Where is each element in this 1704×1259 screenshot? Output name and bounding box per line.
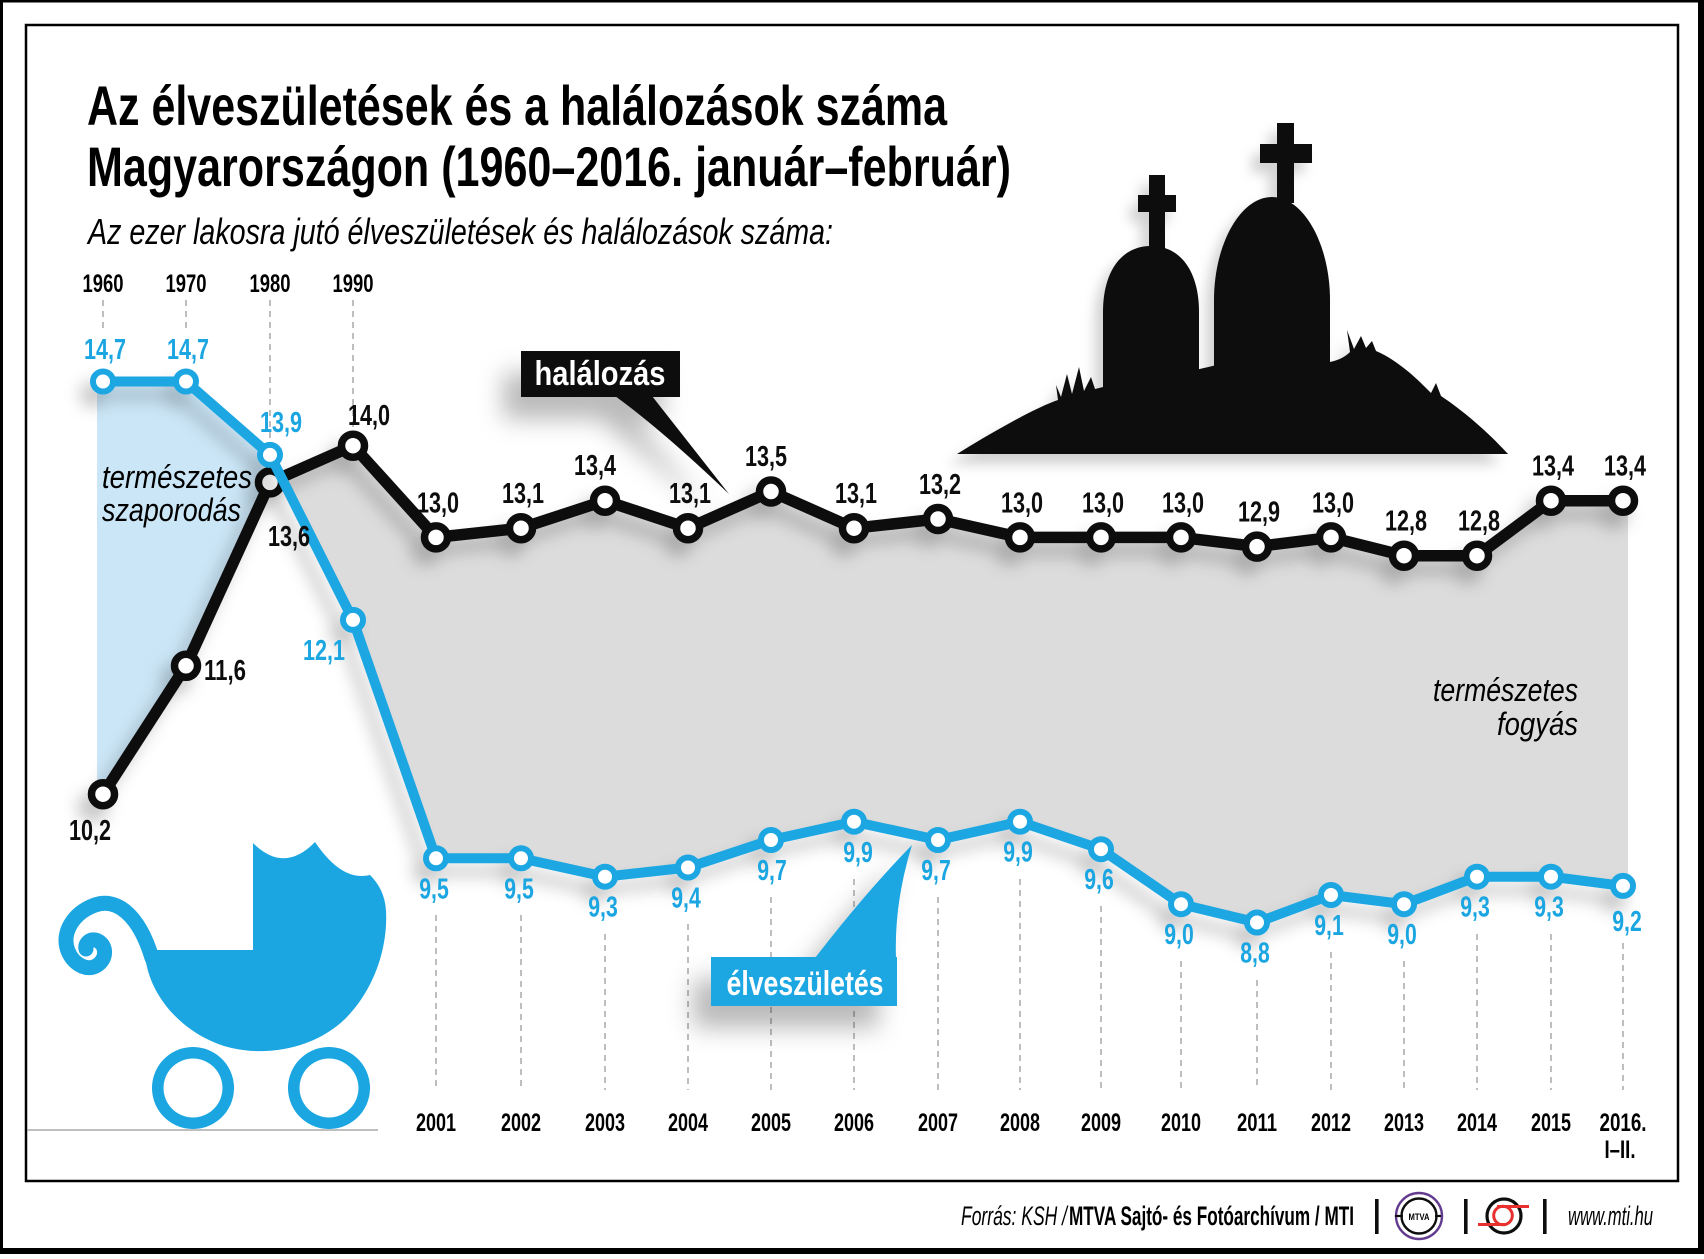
svg-text:13,1: 13,1 xyxy=(835,478,877,510)
svg-text:10,2: 10,2 xyxy=(69,815,111,847)
svg-text:2016.: 2016. xyxy=(1600,1109,1647,1137)
svg-text:9,0: 9,0 xyxy=(1164,919,1194,951)
svg-text:2015: 2015 xyxy=(1531,1109,1571,1137)
svg-text:2010: 2010 xyxy=(1161,1109,1201,1137)
svg-text:9,3: 9,3 xyxy=(1534,892,1564,924)
svg-text:9,2: 9,2 xyxy=(1612,906,1642,938)
svg-text:14,0: 14,0 xyxy=(348,400,390,432)
svg-text:2008: 2008 xyxy=(1000,1109,1040,1137)
svg-text:9,5: 9,5 xyxy=(504,873,534,905)
svg-text:2013: 2013 xyxy=(1384,1109,1424,1137)
svg-text:2012: 2012 xyxy=(1311,1109,1351,1137)
svg-text:természetes: természetes xyxy=(1433,672,1578,708)
svg-text:13,4: 13,4 xyxy=(574,450,616,482)
svg-text:13,0: 13,0 xyxy=(1082,487,1124,519)
svg-text:8,8: 8,8 xyxy=(1240,938,1270,970)
svg-text:13,0: 13,0 xyxy=(1312,487,1354,519)
svg-text:szaporodás: szaporodás xyxy=(102,492,241,528)
svg-text:2001: 2001 xyxy=(416,1109,456,1137)
svg-text:9,7: 9,7 xyxy=(757,855,787,887)
svg-text:I–II.: I–II. xyxy=(1605,1136,1636,1164)
svg-text:MTVA Sajtó- és Fotóarchívum /: MTVA Sajtó- és Fotóarchívum / MTI xyxy=(1069,1201,1354,1231)
svg-text:12,1: 12,1 xyxy=(303,635,345,667)
svg-text:www.mti.hu: www.mti.hu xyxy=(1568,1201,1653,1231)
svg-text:13,0: 13,0 xyxy=(1162,487,1204,519)
svg-text:13,1: 13,1 xyxy=(502,478,544,510)
svg-text:halálozás: halálozás xyxy=(535,355,666,393)
svg-text:2004: 2004 xyxy=(668,1109,708,1137)
svg-text:9,0: 9,0 xyxy=(1387,919,1417,951)
svg-text:1980: 1980 xyxy=(250,270,291,298)
svg-text:Az élveszületések és a haláloz: Az élveszületések és a halálozások száma xyxy=(87,74,948,137)
svg-text:13,6: 13,6 xyxy=(268,521,310,553)
svg-text:Az ezer lakosra jutó élveszüle: Az ezer lakosra jutó élveszületések és h… xyxy=(86,211,833,252)
svg-text:13,0: 13,0 xyxy=(417,487,459,519)
svg-text:1970: 1970 xyxy=(166,270,207,298)
svg-text:13,1: 13,1 xyxy=(669,478,711,510)
svg-text:2006: 2006 xyxy=(834,1109,874,1137)
svg-text:9,6: 9,6 xyxy=(1084,864,1114,896)
svg-text:Forrás: KSH /: Forrás: KSH / xyxy=(961,1201,1069,1231)
svg-text:MTVA: MTVA xyxy=(1409,1212,1430,1222)
svg-text:9,5: 9,5 xyxy=(419,873,449,905)
svg-text:12,8: 12,8 xyxy=(1458,506,1500,538)
svg-text:9,3: 9,3 xyxy=(588,892,618,924)
svg-text:1960: 1960 xyxy=(83,270,124,298)
svg-text:9,9: 9,9 xyxy=(1003,837,1033,869)
svg-text:14,7: 14,7 xyxy=(167,334,209,366)
svg-text:13,2: 13,2 xyxy=(919,469,961,501)
svg-text:13,9: 13,9 xyxy=(260,407,302,439)
svg-text:13,4: 13,4 xyxy=(1532,451,1574,483)
svg-text:2003: 2003 xyxy=(585,1109,625,1137)
svg-text:fogyás: fogyás xyxy=(1497,706,1578,742)
svg-text:2007: 2007 xyxy=(918,1109,958,1137)
svg-text:9,1: 9,1 xyxy=(1314,910,1344,942)
svg-text:természetes: természetes xyxy=(102,459,252,495)
svg-text:1990: 1990 xyxy=(333,270,374,298)
svg-text:2014: 2014 xyxy=(1457,1109,1497,1137)
svg-text:12,9: 12,9 xyxy=(1238,497,1280,529)
svg-text:13,4: 13,4 xyxy=(1604,451,1646,483)
svg-text:13,5: 13,5 xyxy=(745,441,787,473)
svg-text:Magyarországon (1960–2016. jan: Magyarországon (1960–2016. január–februá… xyxy=(87,135,1011,198)
svg-text:2009: 2009 xyxy=(1081,1109,1121,1137)
svg-text:élveszületés: élveszületés xyxy=(727,965,884,1003)
svg-text:9,4: 9,4 xyxy=(671,883,701,915)
svg-text:11,6: 11,6 xyxy=(204,655,246,687)
svg-text:2005: 2005 xyxy=(751,1109,791,1137)
svg-text:2011: 2011 xyxy=(1237,1109,1277,1137)
svg-text:2002: 2002 xyxy=(501,1109,541,1137)
svg-text:9,3: 9,3 xyxy=(1460,892,1490,924)
svg-text:9,9: 9,9 xyxy=(843,837,873,869)
svg-text:14,7: 14,7 xyxy=(84,334,126,366)
svg-text:12,8: 12,8 xyxy=(1385,506,1427,538)
svg-text:13,0: 13,0 xyxy=(1001,487,1043,519)
svg-text:9,7: 9,7 xyxy=(921,855,951,887)
